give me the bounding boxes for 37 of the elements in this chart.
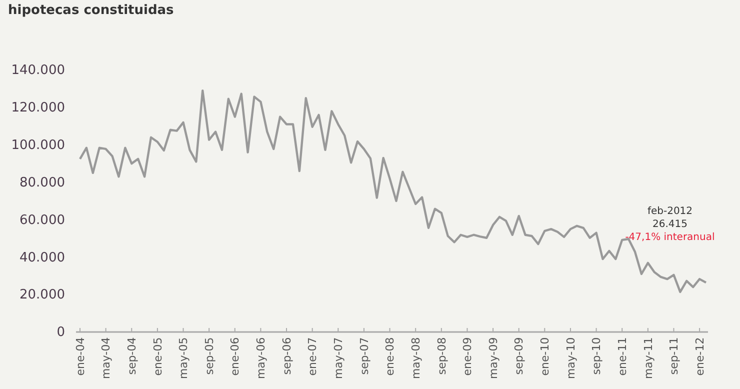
x-tick-label: ene-07 <box>306 337 320 376</box>
y-tick-label: 120.000 <box>11 100 65 116</box>
x-tick-label: ene-10 <box>538 337 552 376</box>
x-tick-label: may-07 <box>332 337 345 380</box>
chart-title: hipotecas constituidas <box>8 3 174 18</box>
x-tick-label: may-11 <box>642 337 655 380</box>
x-tick-label: sep-07 <box>358 337 371 375</box>
annotation: feb-2012 <box>647 206 693 217</box>
x-tick-label: sep-10 <box>590 337 604 375</box>
x-tick-label: may-10 <box>564 337 578 380</box>
y-tick-label: 0 <box>56 325 65 340</box>
x-tick-label: may-04 <box>100 337 113 380</box>
x-tick-label: may-08 <box>409 337 422 380</box>
x-tick-label: may-09 <box>486 337 500 380</box>
x-tick-label: sep-09 <box>512 337 526 375</box>
y-tick-label: 20.000 <box>20 288 65 303</box>
y-tick-label: 40.000 <box>20 250 65 266</box>
x-tick-label: sep-06 <box>280 337 294 375</box>
x-tick-label: ene-05 <box>151 337 164 376</box>
x-tick-label: ene-11 <box>616 337 629 376</box>
y-tick-label: 140.000 <box>11 63 65 78</box>
x-tick-label: sep-11 <box>668 337 681 375</box>
x-tick-label: sep-05 <box>202 337 216 375</box>
annotation: -47,1% interanual <box>625 232 715 243</box>
x-tick-label: ene-04 <box>74 337 87 376</box>
x-tick-label: ene-06 <box>228 337 242 376</box>
x-tick-label: may-06 <box>254 337 268 380</box>
x-tick-label: ene-08 <box>384 337 397 376</box>
x-tick-label: sep-04 <box>125 337 138 375</box>
x-tick-label: may-05 <box>177 337 190 380</box>
x-tick-label: ene-09 <box>461 337 474 376</box>
x-tick-label: ene-12 <box>693 337 706 376</box>
x-tick-label: sep-08 <box>435 337 448 375</box>
y-tick-label: 100.000 <box>11 138 65 154</box>
y-tick-label: 80.000 <box>20 175 65 190</box>
y-tick-label: 60.000 <box>20 212 65 228</box>
annotation: 26.415 <box>652 219 688 230</box>
